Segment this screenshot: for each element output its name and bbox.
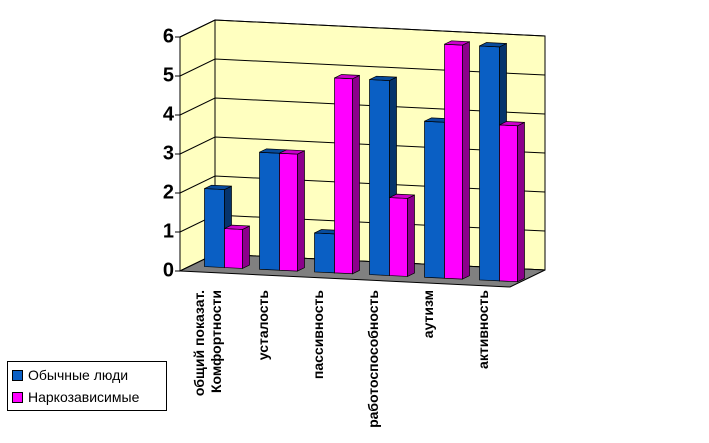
x-tick-label: активность (474, 290, 490, 369)
legend-swatch (12, 391, 23, 403)
grid-line (179, 97, 546, 116)
bar-top (204, 184, 232, 190)
y-tick-label: 4 (163, 103, 175, 125)
y-tick-label: 3 (163, 142, 174, 164)
grid-line (179, 19, 546, 38)
y-tick-label: 0 (163, 259, 174, 281)
bar-side (242, 225, 250, 269)
bar-top (279, 149, 305, 155)
bar (389, 193, 415, 277)
x-tick-label: общий показат. Комфортности (190, 290, 224, 397)
bar-front (389, 197, 408, 277)
bar-side (297, 150, 305, 272)
legend-label: Обычные люди (28, 367, 129, 383)
bar-front (479, 45, 500, 282)
bar (334, 74, 360, 275)
x-tick-label: пассивность (309, 290, 325, 380)
bar-front (259, 151, 280, 271)
bar-top (369, 75, 397, 81)
legend: Обычные люди Наркозависимые (7, 361, 167, 411)
x-tick-label: работоспособность (364, 290, 380, 428)
bar-side (352, 74, 360, 275)
y-tick-label: 1 (163, 220, 174, 242)
bar-top (224, 224, 250, 230)
legend-label: Наркозависимые (28, 389, 140, 405)
bar-top (389, 193, 415, 199)
x-tick-label: аутизм (419, 290, 435, 339)
bar-side (517, 121, 525, 283)
bar-front (279, 152, 298, 272)
bar (444, 40, 470, 280)
bar-side (462, 41, 470, 280)
bar-front (444, 43, 463, 280)
bar (224, 224, 250, 269)
bar-front (369, 79, 390, 276)
legend-item: Обычные люди (12, 366, 128, 384)
bar-top (499, 121, 525, 127)
bar-front (224, 228, 243, 269)
bar-front (204, 188, 225, 268)
y-tick-label: 5 (163, 64, 174, 86)
bar-top (334, 74, 360, 80)
bar-front (499, 124, 518, 283)
bar (499, 121, 525, 283)
y-tick-label: 6 (163, 25, 174, 47)
bar-front (314, 232, 335, 274)
legend-swatch (12, 369, 23, 381)
bar-top (444, 40, 470, 46)
legend-item: Наркозависимые (12, 388, 139, 406)
bar-front (334, 77, 353, 275)
bar-front (424, 120, 445, 279)
bar-side (407, 194, 415, 277)
x-tick-label: усталость (254, 290, 270, 361)
grid-line (179, 58, 546, 77)
bar (279, 149, 305, 272)
bar-top (479, 42, 507, 48)
y-tick-label: 2 (163, 181, 174, 203)
